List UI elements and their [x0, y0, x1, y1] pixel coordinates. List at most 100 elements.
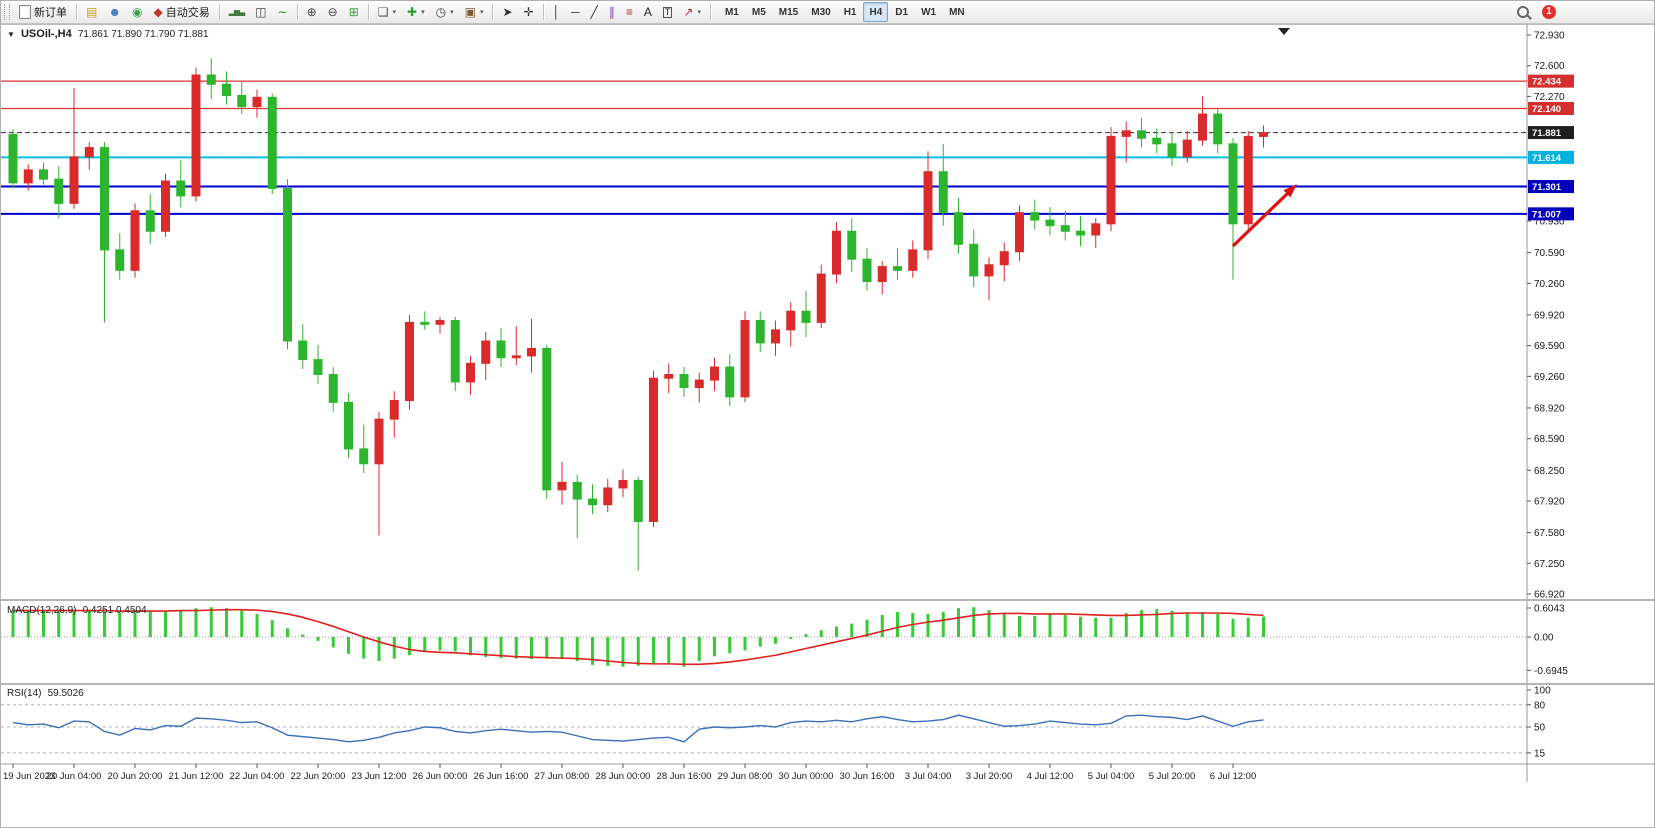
- trendline-tool-button[interactable]: ╱: [586, 2, 603, 22]
- macd-bar: [987, 610, 991, 637]
- macd-bar: [957, 608, 960, 637]
- vertical-line-tool-button[interactable]: │: [548, 2, 566, 22]
- candle: [557, 481, 567, 491]
- indicators-button[interactable]: ✚ ▾: [402, 2, 430, 22]
- community-profile-icon[interactable]: ☻: [103, 2, 126, 22]
- macd-bar: [682, 637, 686, 667]
- market-watch-icon[interactable]: ◉: [127, 2, 147, 22]
- zoom-out-icon: ⊖: [327, 5, 338, 19]
- chart-window-icon[interactable]: ▤: [81, 2, 102, 22]
- macd-bar: [87, 609, 91, 637]
- time-tick-label: 21 Jun 12:00: [169, 771, 224, 782]
- macd-axis-label: 0.6043: [1534, 603, 1565, 614]
- candle: [328, 373, 338, 403]
- chart-window: 72.930 72.600 72.270 70.930 70.590 70.260 69.9…: [1, 24, 1655, 828]
- arrows-tool-icon: ↗: [683, 5, 694, 19]
- macd-bar: [362, 637, 366, 659]
- arrow-annotation[interactable]: [1231, 184, 1297, 248]
- tile-windows-button[interactable]: ⊞: [344, 2, 364, 22]
- timeframe-m1-button[interactable]: M1: [724, 6, 739, 18]
- timeframe-w1-button[interactable]: W1: [921, 6, 937, 18]
- notification-badge[interactable]: 1: [1542, 5, 1556, 19]
- arrows-tool-button[interactable]: ↗ ▾: [678, 2, 706, 22]
- macd-bar: [11, 610, 15, 637]
- chart-shift-marker[interactable]: [1278, 28, 1290, 35]
- chart-canvas[interactable]: 72.930 72.600 72.270 70.930 70.590 70.260 69.9…: [1, 24, 1655, 828]
- candle: [435, 320, 445, 325]
- cursor-tool-icon: ➤: [502, 5, 513, 19]
- candle: [1228, 143, 1238, 225]
- timeframe-mn-button[interactable]: MN: [949, 6, 965, 18]
- auto-trading-button[interactable]: ◆ 自动交易: [148, 2, 214, 22]
- macd-bar: [545, 637, 549, 659]
- macd-bar: [591, 637, 594, 665]
- candle: [283, 187, 292, 342]
- candlestick-type-button[interactable]: ◫: [250, 2, 271, 22]
- price-badge: [1528, 74, 1574, 88]
- zoom-in-button[interactable]: ⊕: [302, 2, 322, 22]
- periods-button[interactable]: ◷ ▾: [431, 2, 459, 22]
- timeframe-m15-button[interactable]: M15: [778, 6, 799, 18]
- time-tick-label: 26 Jun 16:00: [474, 771, 529, 782]
- price-badge-value: 71.301: [1532, 182, 1562, 193]
- macd-signal-line: [13, 608, 1264, 666]
- macd-bar: [1201, 612, 1204, 637]
- macd-bar: [1109, 617, 1113, 637]
- toolbar-separator: [492, 4, 494, 20]
- candle: [572, 481, 582, 500]
- macd-bar: [865, 619, 869, 637]
- macd-bar: [499, 637, 503, 659]
- chart-background: [1, 24, 1654, 827]
- panel-divider[interactable]: [1, 599, 1655, 601]
- tile-windows-icon: ⊞: [348, 5, 359, 19]
- macd-bar: [835, 626, 838, 637]
- timeframe-h4-button[interactable]: H4: [863, 2, 889, 22]
- timeframe-h1-button[interactable]: H1: [843, 6, 857, 18]
- candle: [954, 212, 963, 245]
- price-scale[interactable]: 72.930 72.600 72.270 70.930 70.590 70.260 69.9…: [1527, 31, 1574, 601]
- rsi-panel: 100 80 50 15: [1, 686, 1551, 759]
- candle: [344, 401, 353, 450]
- new-order-button-label: 新订单: [34, 7, 67, 19]
- bar-chart-type-button[interactable]: ▂▅▃: [224, 2, 249, 22]
- macd-bar: [941, 612, 945, 637]
- new-order-button[interactable]: 新订单: [14, 2, 72, 22]
- macd-bar: [408, 637, 411, 656]
- chart-window-icon-icon: ▤: [86, 5, 98, 19]
- panel-divider[interactable]: [1, 683, 1655, 685]
- macd-bar: [758, 637, 762, 647]
- toolbar-grip[interactable]: [4, 4, 10, 20]
- line-chart-type-button[interactable]: ∼: [273, 2, 293, 22]
- timeframe-m5-button[interactable]: M5: [751, 6, 766, 18]
- time-tick-label: 26 Jun 00:00: [413, 771, 468, 782]
- candle: [1167, 143, 1177, 158]
- fibonacci-tool-button[interactable]: ≡: [621, 2, 638, 22]
- macd-bar: [1048, 613, 1052, 637]
- macd-bar: [1216, 613, 1220, 637]
- zoom-out-button[interactable]: ⊖: [323, 2, 343, 22]
- channel-tool-button[interactable]: ∥: [604, 2, 620, 22]
- macd-bar: [636, 637, 640, 666]
- label-tool-button[interactable]: T: [658, 2, 678, 22]
- candle: [679, 373, 689, 389]
- macd-axis-label: -0.6945: [1534, 666, 1568, 677]
- one-click-trading-toggle-icon[interactable]: ▼: [7, 30, 15, 39]
- macd-bar: [743, 637, 747, 651]
- chart-list-button[interactable]: ❏ ▾: [373, 2, 401, 22]
- timeframe-d1-button[interactable]: D1: [895, 6, 909, 18]
- templates-button[interactable]: ▣ ▾: [460, 2, 489, 22]
- text-tool-button[interactable]: A: [639, 2, 657, 22]
- timeframe-m30-button[interactable]: M30: [811, 6, 831, 18]
- candle: [39, 169, 48, 180]
- candle: [740, 320, 750, 398]
- candle: [1030, 212, 1040, 221]
- macd-bar: [103, 612, 106, 637]
- horizontal-line-tool-button[interactable]: ─: [566, 2, 585, 22]
- cursor-tool-button[interactable]: ➤: [497, 2, 517, 22]
- macd-bar: [270, 620, 274, 637]
- macd-bar: [392, 637, 396, 659]
- crosshair-tool-button[interactable]: ✛: [519, 2, 539, 22]
- toolbar-buttons: 新订单 ▤ ☻ ◉ ◆ 自动交易 ▂▅▃ ◫ ∼ ⊕ ⊖ ⊞ ❏ ▾ ✚ ▾ ◷ ▾ ▣ ▾ ➤ ✛ │ ─ ╱ ∥ ≡ A T ↗ ▾: [14, 2, 714, 22]
- search-button[interactable]: [1512, 2, 1534, 22]
